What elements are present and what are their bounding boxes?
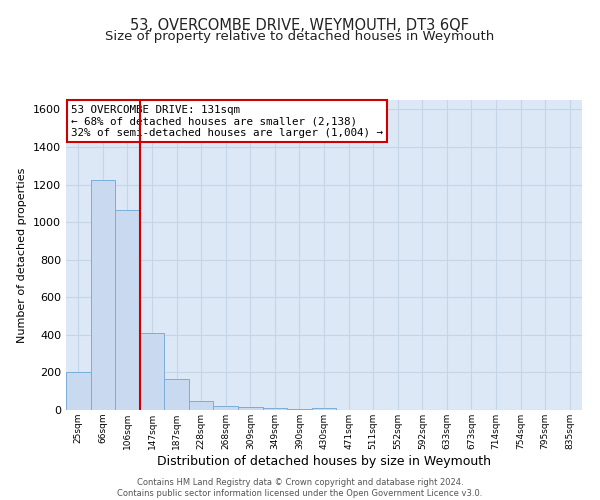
Bar	[312, 408, 336, 410]
Bar	[287, 409, 312, 410]
Bar	[164, 380, 189, 410]
Bar	[140, 333, 164, 410]
Bar	[263, 408, 287, 410]
Text: 53, OVERCOMBE DRIVE, WEYMOUTH, DT3 6QF: 53, OVERCOMBE DRIVE, WEYMOUTH, DT3 6QF	[131, 18, 470, 32]
Bar	[91, 180, 115, 410]
Text: 53 OVERCOMBE DRIVE: 131sqm
← 68% of detached houses are smaller (2,138)
32% of s: 53 OVERCOMBE DRIVE: 131sqm ← 68% of deta…	[71, 104, 383, 138]
Bar	[66, 372, 91, 410]
Text: Contains HM Land Registry data © Crown copyright and database right 2024.
Contai: Contains HM Land Registry data © Crown c…	[118, 478, 482, 498]
Bar	[238, 406, 263, 410]
Text: Size of property relative to detached houses in Weymouth: Size of property relative to detached ho…	[106, 30, 494, 43]
Bar	[115, 210, 140, 410]
Bar	[214, 406, 238, 410]
Bar	[189, 400, 214, 410]
X-axis label: Distribution of detached houses by size in Weymouth: Distribution of detached houses by size …	[157, 454, 491, 468]
Y-axis label: Number of detached properties: Number of detached properties	[17, 168, 28, 342]
